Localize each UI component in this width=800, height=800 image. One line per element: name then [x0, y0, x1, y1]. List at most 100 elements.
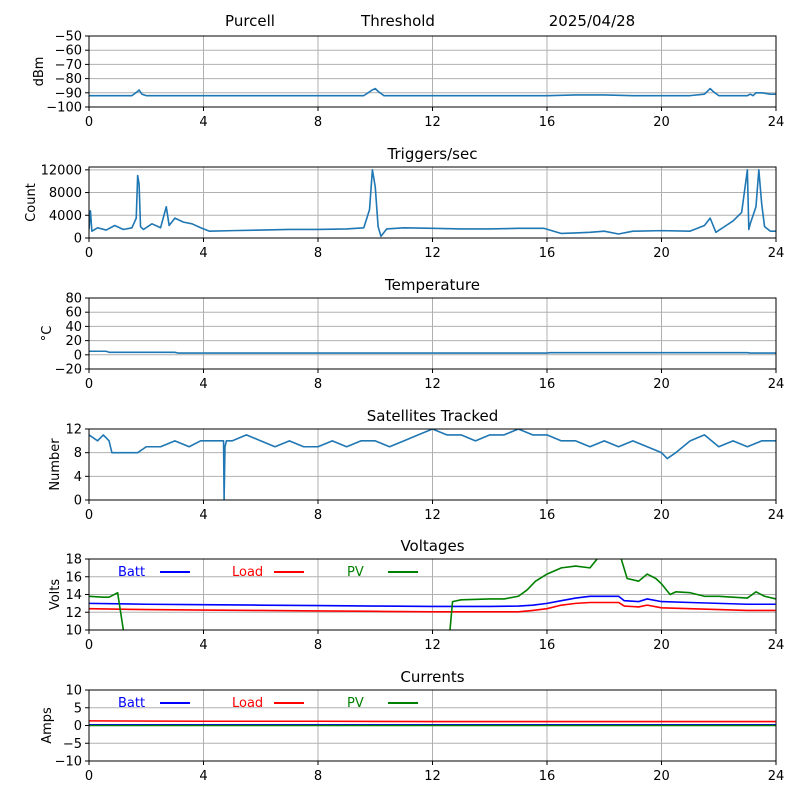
x-tick-label: 24 — [768, 377, 785, 392]
panel-title: Satellites Tracked — [367, 407, 498, 425]
header-date: 2025/04/28 — [549, 12, 635, 30]
x-tick-label: 16 — [539, 377, 556, 392]
x-tick-label: 12 — [424, 638, 441, 653]
x-tick-label: 12 — [424, 508, 441, 523]
y-tick-label: 14 — [65, 588, 82, 603]
y-tick-label: 40 — [65, 320, 82, 335]
y-tick-label: 12 — [65, 423, 82, 438]
x-tick-label: 0 — [85, 115, 93, 130]
y-tick-label: 20 — [65, 334, 82, 349]
x-tick-label: 20 — [653, 769, 670, 784]
y-tick-label: 80 — [65, 292, 82, 307]
y-axis-label: Volts — [48, 579, 63, 611]
x-tick-label: 16 — [539, 246, 556, 261]
x-tick-label: 20 — [653, 246, 670, 261]
x-tick-label: 16 — [539, 638, 556, 653]
header-kind: Threshold — [360, 12, 435, 30]
x-tick-label: 0 — [85, 377, 93, 392]
x-tick-label: 20 — [653, 638, 670, 653]
x-tick-label: 8 — [314, 115, 322, 130]
x-tick-label: 12 — [424, 115, 441, 130]
x-tick-label: 8 — [314, 377, 322, 392]
x-tick-label: 24 — [768, 638, 785, 653]
y-tick-label: 5 — [74, 701, 82, 716]
header-site: Purcell — [225, 12, 275, 30]
x-tick-label: 20 — [653, 377, 670, 392]
x-tick-label: 12 — [424, 377, 441, 392]
panel-title: Triggers/sec — [387, 145, 478, 163]
y-tick-label: 8 — [74, 446, 82, 461]
legend-label-load: Load — [232, 696, 263, 711]
x-tick-label: 12 — [424, 246, 441, 261]
x-tick-label: 4 — [199, 769, 207, 784]
x-tick-label: 8 — [314, 508, 322, 523]
x-tick-label: 24 — [768, 115, 785, 130]
x-tick-label: 4 — [199, 377, 207, 392]
y-tick-label: −50 — [55, 30, 82, 45]
y-axis-label: dBm — [32, 57, 47, 87]
x-tick-label: 8 — [314, 638, 322, 653]
legend-label-pv: PV — [347, 696, 364, 711]
series-line-1 — [89, 429, 776, 500]
chart-panel-2: 0 4 8 12 16 20 24 0 4000 8000 12000 Triggers/sec Cou… — [24, 145, 784, 261]
chart-panel-1: 0 4 8 12 16 20 24 −100−90−80−70−60−50 dBm — [32, 30, 784, 131]
chart-panel-4: 0 4 8 12 16 20 24 0 4 8 12 Satellites Tracked Number — [48, 407, 784, 523]
x-tick-label: 24 — [768, 769, 785, 784]
y-tick-label: 8000 — [49, 186, 82, 201]
x-tick-label: 8 — [314, 769, 322, 784]
x-tick-label: 24 — [768, 246, 785, 261]
y-tick-label: −60 — [55, 44, 82, 59]
x-tick-label: 16 — [539, 508, 556, 523]
series-line-pv — [89, 559, 776, 630]
y-tick-label: 10 — [65, 624, 82, 639]
x-tick-label: 12 — [424, 769, 441, 784]
y-tick-label: 60 — [65, 306, 82, 321]
x-tick-label: 0 — [85, 769, 93, 784]
chart-panel-6: 0 4 8 12 16 20 24 −10 −5 0 5 10 Currents Amps Batt Load… — [40, 668, 784, 784]
y-tick-label: 0 — [74, 348, 82, 363]
y-tick-label: −70 — [55, 58, 82, 73]
series-line-load — [89, 720, 776, 723]
series-line-load — [89, 601, 776, 613]
x-tick-label: 20 — [653, 508, 670, 523]
series-line-1 — [89, 87, 776, 97]
legend-label-load: Load — [232, 565, 263, 580]
series-line-1 — [89, 169, 776, 238]
y-tick-label: 16 — [65, 570, 82, 585]
legend-label-pv: PV — [347, 565, 364, 580]
x-tick-label: 4 — [199, 508, 207, 523]
figure-header: Purcell Threshold 2025/04/28 — [225, 12, 635, 30]
series-line-batt — [89, 595, 776, 608]
y-axis-label: °C — [40, 326, 55, 342]
legend-label-batt: Batt — [118, 565, 145, 580]
x-tick-label: 0 — [85, 246, 93, 261]
x-tick-label: 8 — [314, 246, 322, 261]
legend-label-batt: Batt — [118, 696, 145, 711]
y-tick-label: −10 — [55, 755, 82, 770]
x-tick-label: 0 — [85, 508, 93, 523]
y-tick-label: −100 — [46, 101, 82, 116]
y-tick-label: 4000 — [49, 209, 82, 224]
y-tick-label: 0 — [74, 494, 82, 509]
x-tick-label: 20 — [653, 115, 670, 130]
panel-title: Voltages — [400, 537, 464, 555]
panel-title: Currents — [400, 668, 464, 686]
chart-panel-5: 0 4 8 12 16 20 24 10 12 14 16 18 Voltages Volts Batt Lo… — [48, 537, 785, 653]
x-tick-label: 4 — [199, 115, 207, 130]
y-tick-label: 0 — [74, 719, 82, 734]
x-tick-label: 16 — [539, 769, 556, 784]
y-axis-label: Amps — [40, 707, 55, 744]
x-tick-label: 0 — [85, 638, 93, 653]
y-tick-label: −20 — [55, 363, 82, 378]
x-tick-label: 24 — [768, 508, 785, 523]
y-axis-label: Count — [24, 183, 39, 222]
y-axis-label: Number — [48, 438, 63, 491]
x-tick-label: 4 — [199, 246, 207, 261]
y-tick-label: 10 — [65, 684, 82, 699]
y-tick-label: 0 — [74, 232, 82, 247]
x-tick-label: 4 — [199, 638, 207, 653]
y-tick-label: −90 — [55, 86, 82, 101]
